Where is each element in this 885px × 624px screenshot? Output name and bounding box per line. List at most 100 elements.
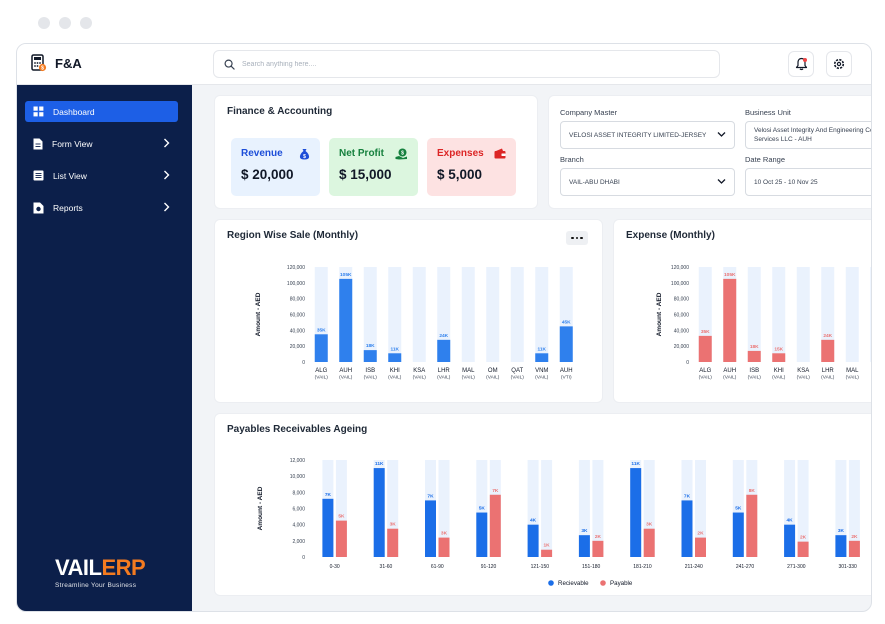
kpi-expenses[interactable]: Expenses $ 5,000 bbox=[427, 138, 516, 196]
bar-recievable bbox=[425, 500, 436, 557]
sidebar: Dashboard Form View List View Reports bbox=[17, 85, 192, 611]
sidebar-item-form-view[interactable]: Form View bbox=[25, 133, 178, 154]
bar-value-label: 105K bbox=[340, 272, 352, 278]
more-options-button[interactable] bbox=[566, 231, 588, 245]
search-input[interactable] bbox=[242, 60, 642, 68]
bar-payable bbox=[387, 528, 399, 557]
bar-track bbox=[784, 460, 796, 557]
window-dot-3[interactable] bbox=[80, 17, 92, 29]
y-tick-label: 20,000 bbox=[290, 344, 306, 350]
bar bbox=[559, 326, 573, 362]
money-bag-icon: $ bbox=[299, 149, 310, 160]
x-tick-label: VNM bbox=[535, 368, 548, 374]
bar-track bbox=[476, 460, 488, 557]
bar-track bbox=[821, 267, 835, 362]
region-sale-card: Region Wise Sale (Monthly) 0 20,000 40,000… bbox=[214, 219, 603, 403]
window-dot-1[interactable] bbox=[38, 17, 50, 29]
x-tick-sublabel: (VAIL) bbox=[486, 375, 500, 381]
bar-value-label: 24K bbox=[439, 333, 448, 339]
brand-wordmark: VAILERP bbox=[55, 555, 146, 581]
kpi-net-profit[interactable]: Net Profit $ 15,000 $ bbox=[329, 138, 418, 196]
bar-value-label: 3K bbox=[838, 528, 845, 534]
bar-value-label: 2K bbox=[697, 531, 704, 537]
window-controls bbox=[38, 17, 92, 29]
kpi-value: $ 5,000 bbox=[437, 167, 483, 182]
app-window: $ F&A bbox=[16, 43, 872, 612]
x-tick-sublabel: (VAIL) bbox=[699, 375, 713, 381]
bar-track bbox=[796, 267, 810, 362]
bar-value-label: 5K bbox=[735, 506, 742, 512]
business-unit-value-line-2: Services LLC - AUH bbox=[754, 136, 812, 143]
bar bbox=[747, 350, 761, 362]
vail-erp-logo: VAILERP Streamline Your Business bbox=[55, 555, 146, 589]
list-icon bbox=[33, 170, 44, 181]
sidebar-item-list-view[interactable]: List View bbox=[25, 165, 178, 186]
bar-track bbox=[870, 267, 871, 362]
x-tick-sublabel: (VAIL) bbox=[511, 375, 525, 381]
window-dot-2[interactable] bbox=[59, 17, 71, 29]
y-tick-label: 20,000 bbox=[674, 344, 690, 350]
x-tick-label: ISB bbox=[365, 368, 375, 374]
x-tick-sublabel: (VAIL) bbox=[315, 375, 329, 381]
bar-value-label: 35K bbox=[317, 327, 326, 333]
bar-track bbox=[541, 460, 553, 557]
x-tick-label: LHR bbox=[438, 368, 451, 374]
card-title: Expense (Monthly) bbox=[626, 230, 715, 241]
bar-value-label: 2K bbox=[800, 535, 807, 541]
kpi-revenue[interactable]: Revenue $ 20,000 $ bbox=[231, 138, 320, 196]
x-tick-label: 151-180 bbox=[582, 564, 601, 570]
x-tick-label: AUH bbox=[339, 368, 352, 374]
x-tick-label: ALG bbox=[315, 368, 327, 374]
company-master-select[interactable]: VELOSI ASSET INTEGRITY LIMITED-JERSEY bbox=[560, 121, 735, 149]
legend-marker bbox=[600, 580, 606, 586]
finance-accounting-card: Finance & Accounting Revenue $ 20,000 $ … bbox=[214, 95, 538, 209]
bar-payable bbox=[746, 494, 758, 557]
company-master-label: Company Master bbox=[560, 108, 618, 117]
bar-recievable bbox=[630, 468, 642, 557]
bar-track bbox=[486, 267, 500, 362]
bar-value-label: 3K bbox=[646, 522, 653, 528]
x-tick-sublabel: (VAIL) bbox=[437, 375, 451, 381]
kpi-value: $ 15,000 bbox=[339, 167, 392, 182]
bar bbox=[363, 350, 377, 362]
svg-text:$: $ bbox=[401, 151, 404, 157]
chevron-right-icon bbox=[164, 138, 170, 148]
bar-value-label: 8K bbox=[749, 488, 756, 494]
app-brand[interactable]: $ F&A bbox=[31, 54, 82, 72]
sidebar-item-dashboard[interactable]: Dashboard bbox=[25, 101, 178, 122]
notifications-button[interactable] bbox=[788, 51, 814, 77]
bar-track bbox=[835, 460, 847, 557]
bar-track bbox=[437, 267, 451, 362]
x-tick-sublabel: (VAIL) bbox=[388, 375, 402, 381]
business-unit-label: Business Unit bbox=[745, 108, 791, 117]
bar bbox=[821, 339, 835, 362]
region-sale-chart: 0 20,000 40,000 60,000 80,000 100,000 120,000 A… bbox=[255, 265, 573, 381]
bar-value-label: 15K bbox=[774, 346, 783, 352]
dashboard-grid-icon bbox=[33, 106, 44, 117]
bar-value-label: 18K bbox=[750, 344, 759, 350]
bar-track bbox=[335, 460, 347, 557]
branch-select[interactable]: VAIL-ABU DHABI bbox=[560, 168, 735, 196]
date-range-input[interactable]: 10 Oct 25 - 10 Nov 25 bbox=[745, 168, 871, 196]
card-title: Region Wise Sale (Monthly) bbox=[227, 230, 359, 241]
bar-track bbox=[695, 460, 706, 557]
bar-recievable bbox=[373, 468, 385, 557]
bar-recievable bbox=[784, 524, 796, 557]
bar-value-label: 7K bbox=[427, 493, 434, 499]
y-tick-label: 0 bbox=[686, 360, 689, 366]
bar bbox=[388, 353, 402, 362]
settings-button[interactable] bbox=[826, 51, 852, 77]
business-unit-value-line-1: Velosi Asset Integrity And Engineering C… bbox=[754, 127, 872, 134]
bar-track bbox=[387, 460, 399, 557]
y-axis-label: Amount - AED bbox=[257, 486, 264, 530]
search-bar[interactable] bbox=[213, 50, 720, 78]
ageing-chart: 0 2,000 4,000 6,000 8,000 10,000 12,000 Amount … bbox=[257, 458, 860, 587]
sidebar-item-reports[interactable]: Reports bbox=[25, 197, 178, 218]
business-unit-select[interactable]: Velosi Asset Integrity And Engineering C… bbox=[745, 121, 872, 149]
x-tick-sublabel: (VAIL) bbox=[364, 375, 378, 381]
bar-payable bbox=[541, 549, 553, 557]
bar-value-label: 5K bbox=[338, 514, 345, 520]
kpi-value: $ 20,000 bbox=[241, 167, 294, 182]
x-tick-label: ALG bbox=[699, 368, 711, 374]
kpi-label: Net Profit bbox=[339, 148, 384, 159]
